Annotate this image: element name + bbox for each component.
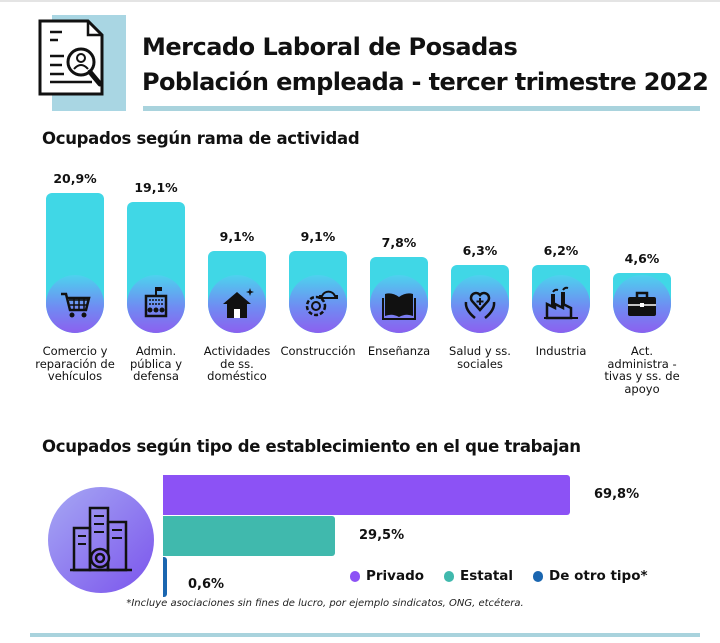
buildings-circle — [48, 487, 154, 593]
category-label: Construcción — [280, 344, 356, 358]
section-title-rama: Ocupados según rama de actividad — [42, 129, 360, 148]
heart-hands-icon — [464, 291, 496, 319]
bar-icon-circle — [613, 275, 671, 333]
bar — [208, 251, 266, 333]
bar — [46, 193, 104, 333]
book-icon — [382, 293, 416, 320]
government-building-icon — [144, 287, 168, 318]
bar-value-label: 6,3% — [462, 243, 498, 258]
shopping-cart-icon — [61, 292, 91, 318]
legend-dot-privado — [350, 570, 360, 582]
gear-helmet-icon — [305, 290, 338, 317]
title-underline — [143, 106, 700, 111]
category-label: Comercio y reparación de vehículos — [35, 344, 115, 383]
bar-icon-circle — [532, 275, 590, 333]
hbar-2 — [163, 557, 167, 597]
bar — [613, 273, 671, 333]
bar-value-label: 20,9% — [53, 171, 97, 186]
bar-icon-circle — [451, 275, 509, 333]
category-label: Industria — [535, 344, 587, 358]
bar-column: 6,3% Salud y ss. sociales — [449, 0, 511, 370]
legend-privado: Privado — [350, 568, 424, 584]
legend-label: Estatal — [460, 568, 514, 584]
bar-value-label: 7,8% — [381, 235, 417, 250]
bar-value-label: 9,1% — [300, 229, 336, 244]
footnote: *Incluye asociaciones sin fines de lucro… — [126, 598, 524, 609]
document-search-icon — [38, 19, 104, 96]
bar — [451, 265, 509, 333]
bar-icon-circle — [289, 275, 347, 333]
hbar-0 — [163, 475, 570, 515]
bar-column: 6,2% Industria — [532, 0, 590, 357]
briefcase-icon — [628, 291, 656, 316]
category-label: Salud y ss. sociales — [449, 344, 511, 371]
legend-dot-estatal — [444, 570, 455, 582]
bar — [370, 257, 428, 333]
bar-column: 9,1% Construcción — [280, 0, 355, 357]
legend: Privado Estatal De otro tipo* — [350, 568, 648, 584]
bar — [532, 265, 590, 333]
bar-column: 20,9% Comercio y reparación de vehículos — [35, 0, 115, 382]
bar-column: 7,8% Enseñanza — [368, 0, 430, 357]
legend-otro: De otro tipo* — [533, 568, 648, 584]
hbar-value-label: 29,5% — [359, 528, 405, 543]
legend-label: Privado — [366, 568, 425, 584]
bar-column: 9,1% Actividades de ss. doméstico — [204, 0, 270, 382]
bar-value-label: 9,1% — [219, 229, 255, 244]
factory-icon — [544, 286, 578, 320]
bar — [289, 251, 347, 333]
section-title-establecimiento: Ocupados según tipo de establecimiento e… — [42, 437, 581, 456]
hbar-value-label: 69,8% — [594, 487, 640, 502]
bar-icon-circle — [127, 275, 185, 333]
buildings-gear-icon — [70, 506, 132, 572]
hbar-1 — [163, 516, 335, 556]
category-label: Admin. pública y defensa — [129, 344, 183, 383]
bar — [127, 202, 185, 333]
category-label: Act. administra -tivas y ss. de apoyo — [604, 344, 680, 396]
hbar-value-label: 0,6% — [188, 577, 225, 592]
bottom-divider — [30, 633, 700, 637]
top-divider — [0, 0, 720, 2]
bar-value-label: 19,1% — [134, 180, 178, 195]
bar-column: 4,6% Act. administra -tivas y ss. de apo… — [604, 0, 679, 395]
legend-dot-otro — [533, 570, 544, 582]
category-label: Enseñanza — [367, 344, 431, 358]
page-subtitle: Población empleada - tercer trimestre 20… — [142, 68, 709, 96]
bar-value-label: 4,6% — [624, 251, 660, 266]
page-title: Mercado Laboral de Posadas — [142, 33, 518, 61]
bar-icon-circle — [46, 275, 104, 333]
bar-column: 19,1% Admin. pública y defensa — [127, 0, 185, 382]
bar-icon-circle — [370, 275, 428, 333]
house-icon — [223, 288, 254, 318]
category-label: Actividades de ss. doméstico — [203, 344, 271, 383]
bar-icon-circle — [208, 275, 266, 333]
legend-estatal: Estatal — [444, 568, 513, 584]
bar-value-label: 6,2% — [543, 243, 579, 258]
legend-label: De otro tipo* — [549, 568, 648, 584]
